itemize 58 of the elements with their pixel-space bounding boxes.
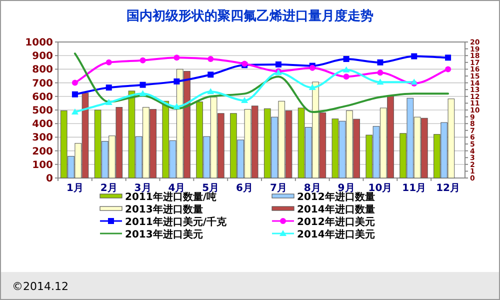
y-tick-label: 1000 (25, 38, 54, 48)
point (241, 96, 248, 103)
x-tick-label: 6月 (236, 183, 254, 194)
y-tick-label: 800 (32, 64, 54, 76)
point (207, 88, 214, 94)
point (308, 84, 316, 90)
point (343, 74, 350, 80)
text: ©2014.12 (12, 280, 68, 293)
point (72, 80, 78, 86)
legend-label: 2014年进口美元 (297, 228, 375, 240)
point (173, 103, 180, 110)
legend-label: 2011年进口美元/千克 (125, 216, 228, 228)
point (445, 54, 452, 61)
x-tick-label: 2月 (100, 183, 118, 194)
legend-label: 2012年进口数量 (297, 191, 375, 203)
point (342, 66, 350, 72)
point (208, 72, 214, 78)
y-tick-label: 200 (32, 146, 54, 158)
point (343, 56, 350, 62)
legend-label: 2011年进口数量/吨 (125, 191, 216, 203)
y-tick-label: 600 (32, 92, 54, 103)
point (105, 99, 112, 106)
y-tick-label: 400 (32, 119, 54, 130)
y-tick-label: 300 (32, 132, 54, 144)
point (72, 91, 78, 98)
point (275, 61, 282, 68)
point (140, 57, 146, 64)
y-tick-label: 700 (32, 78, 54, 90)
x-tick-label: 3月 (134, 183, 152, 194)
y-tick-label: 500 (32, 106, 54, 116)
y-tick-label: 900 (32, 51, 54, 62)
legend-label: 2014年进口数量 (297, 204, 375, 216)
point (139, 90, 146, 96)
point (376, 78, 384, 85)
point (174, 78, 180, 84)
x-tick-label: 1月 (66, 183, 84, 194)
legend-label: 2012年进口美元 (297, 216, 375, 228)
point (106, 59, 112, 66)
x-tick-label: 7月 (270, 183, 287, 194)
line-series (74, 52, 450, 114)
point (208, 56, 214, 62)
x-tick-label: 11月 (402, 183, 426, 194)
point (140, 82, 146, 88)
point (411, 53, 418, 60)
y-tick-label: 100 (32, 160, 54, 171)
point (377, 59, 384, 66)
point (106, 84, 112, 91)
x-tick-label: 8月 (304, 183, 321, 194)
chart-title: 国内初级形状的聚四氟乙烯进口量月度走势 (126, 8, 374, 24)
x-tick-label: 5月 (202, 183, 220, 194)
point (445, 66, 452, 72)
y-tick-label: 0 (46, 174, 54, 184)
legend-label: 2013年进口数量 (125, 204, 203, 216)
point (377, 70, 384, 76)
point (71, 108, 78, 115)
point (174, 54, 180, 61)
x-tick-label: 12月 (436, 183, 460, 194)
legend-label: 2013年进口美元 (125, 228, 203, 240)
